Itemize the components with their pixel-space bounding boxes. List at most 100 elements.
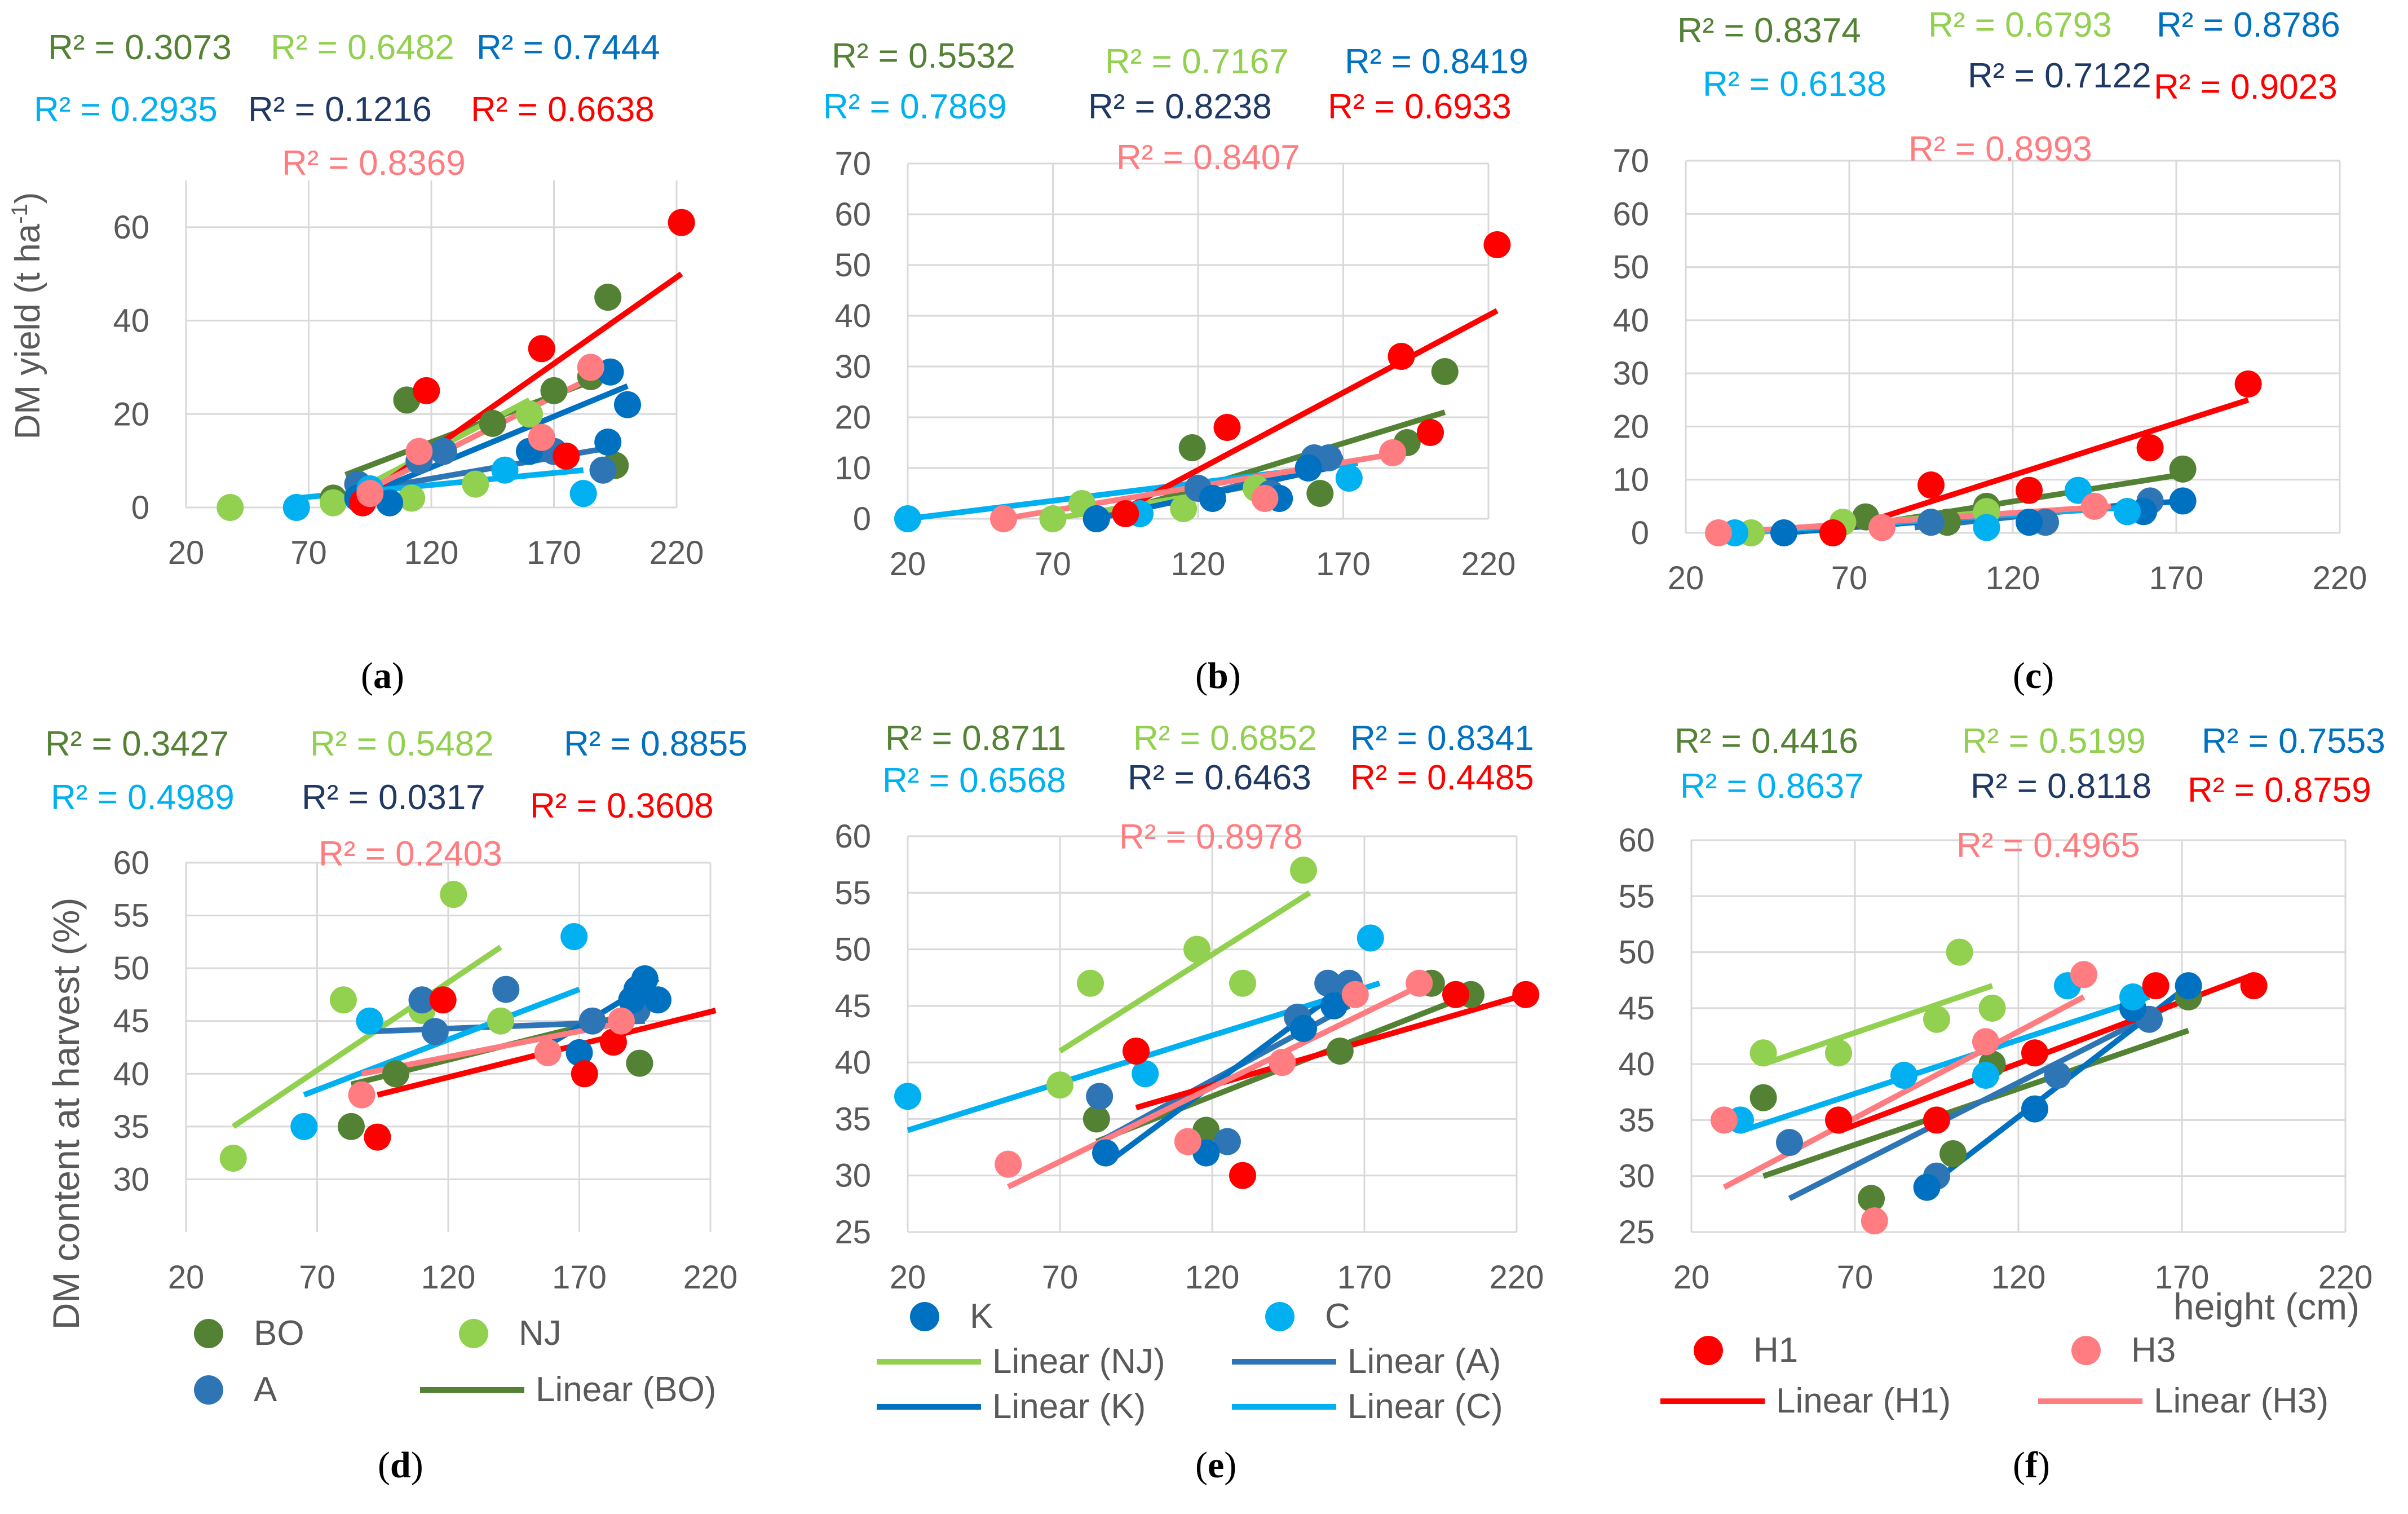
data-point-c [894, 505, 921, 532]
data-point-h1 [2021, 1039, 2048, 1067]
data-point-c [356, 1007, 383, 1035]
y-tick-label: 35 [1618, 1102, 1655, 1138]
data-point-k [1770, 519, 1797, 546]
y-tick-label: 40 [113, 303, 149, 339]
x-tick-label: 120 [404, 535, 459, 571]
data-point-nj [1170, 495, 1198, 522]
legend-label: C [1325, 1297, 1350, 1336]
data-point-c [2114, 498, 2141, 526]
x-tick-label: 20 [890, 1259, 926, 1296]
legend-label: H3 [2131, 1331, 2176, 1370]
r2-annotation: R² = 0.7122 [1968, 56, 2151, 95]
y-tick-label: 25 [1618, 1214, 1655, 1251]
data-point-h1 [1483, 231, 1511, 258]
trendline-a [1788, 1005, 2167, 1201]
data-point-h1 [668, 209, 695, 236]
legend-item: Linear (C) [1232, 1387, 1503, 1426]
data-point-bo [1178, 434, 1206, 461]
r2-annotation: R² = 0.6933 [1328, 87, 1512, 126]
data-point-h1 [413, 377, 440, 404]
r2-annotation: R² = 0.5482 [310, 725, 494, 763]
y-tick-label: 55 [113, 898, 149, 934]
panel-label: (c) [2013, 655, 2054, 696]
y-tick-label: 45 [834, 988, 871, 1025]
data-point-nj [1183, 935, 1210, 963]
legend-marker-h1 [1694, 1336, 1723, 1365]
legend-marker-bo [194, 1319, 223, 1348]
y-tick-label: 40 [113, 1056, 149, 1092]
data-point-a [421, 1018, 449, 1045]
legend-label: Linear (C) [1347, 1387, 1503, 1426]
legend-marker-k [910, 1302, 939, 1331]
legend-label: BO [254, 1314, 304, 1353]
trendline-nj [1762, 983, 1994, 1067]
data-point-nj [1749, 1039, 1777, 1067]
data-point-nj [1825, 1039, 1852, 1067]
data-point-h3 [2081, 492, 2108, 520]
r2-annotation: R² = 0.8118 [1970, 767, 2151, 806]
x-tick-label: 220 [2318, 1259, 2373, 1296]
chart-panel-1: 0 20 40 60 20 70 120 170 220 R² = 0.3073 R² = 0.64… [34, 28, 704, 696]
r2-annotation: R² = 0.9023 [2154, 68, 2338, 107]
y-tick-label: 55 [834, 875, 871, 911]
x-tick-label: 20 [890, 546, 926, 582]
legend-label: NJ [519, 1314, 562, 1353]
data-point-k [1294, 454, 1322, 482]
y-tick-label: 30 [834, 1158, 871, 1194]
data-point-k [2175, 972, 2202, 1000]
data-point-nj [1946, 938, 1973, 966]
x-tick-label: 70 [1035, 546, 1071, 582]
data-point-h3 [405, 438, 433, 465]
data-point-k [1290, 1014, 1317, 1042]
legend-marker-c [1265, 1302, 1294, 1331]
data-point-h3 [1269, 1049, 1296, 1076]
data-point-h1 [553, 442, 580, 470]
r2-annotation: R² = 0.1216 [248, 90, 432, 129]
data-point-k [614, 391, 641, 418]
data-point-c [1357, 924, 1384, 952]
data-point-nj [320, 489, 347, 517]
y-tick-label: 40 [834, 298, 871, 334]
data-point-nj [1923, 1005, 1950, 1033]
data-point-h3 [1711, 1106, 1738, 1134]
chart-panel-3: 0 10 20 30 40 50 60 70 20 70 120 170 220 R² = 0.8374 R… [1612, 6, 2367, 696]
trendline-h3 [1722, 994, 2086, 1190]
x-tick-label: 120 [1185, 1259, 1240, 1296]
data-point-a [1315, 444, 1342, 471]
r2-annotation: R² = 0.6638 [471, 90, 655, 129]
data-point-h3 [1379, 439, 1407, 466]
y-tick-label: 20 [113, 396, 149, 432]
data-point-nj [219, 1145, 247, 1172]
data-point-k [1083, 505, 1110, 532]
trendline-c [1739, 994, 2150, 1135]
data-point-h1 [1917, 471, 1945, 499]
data-point-nj [1290, 857, 1317, 884]
r2-annotation: R² = 0.8855 [564, 725, 748, 763]
legend-item: Linear (K) [877, 1387, 1146, 1426]
data-point-c [282, 494, 310, 521]
data-point-bo [1306, 480, 1334, 507]
data-point-c [491, 456, 519, 484]
legend-label: H1 [1753, 1331, 1798, 1370]
y-tick-label: 20 [1612, 408, 1649, 445]
panel-label: (d) [378, 1445, 423, 1486]
x-tick-label: 20 [168, 535, 205, 571]
data-point-h1 [1512, 981, 1540, 1008]
data-point-h3 [989, 505, 1017, 532]
y-tick-label: 50 [834, 932, 871, 968]
y-tick-label: 30 [1618, 1158, 1655, 1195]
data-point-bo [1326, 1038, 1354, 1065]
data-point-h3 [1972, 1028, 1999, 1056]
y-tick-label: 50 [1618, 934, 1655, 971]
y-tick-label: 30 [1612, 355, 1649, 392]
x-tick-label: 170 [1337, 1259, 1392, 1296]
data-point-a [578, 1007, 606, 1035]
y-tick-label: 0 [853, 501, 871, 537]
y-tick-label: 50 [113, 950, 149, 987]
r2-annotation: R² = 0.2935 [34, 90, 218, 129]
data-point-k [1199, 485, 1226, 512]
x-tick-label: 220 [1461, 546, 1516, 582]
data-point-k [1913, 1173, 1941, 1201]
y-tick-label: 0 [1631, 515, 1649, 551]
